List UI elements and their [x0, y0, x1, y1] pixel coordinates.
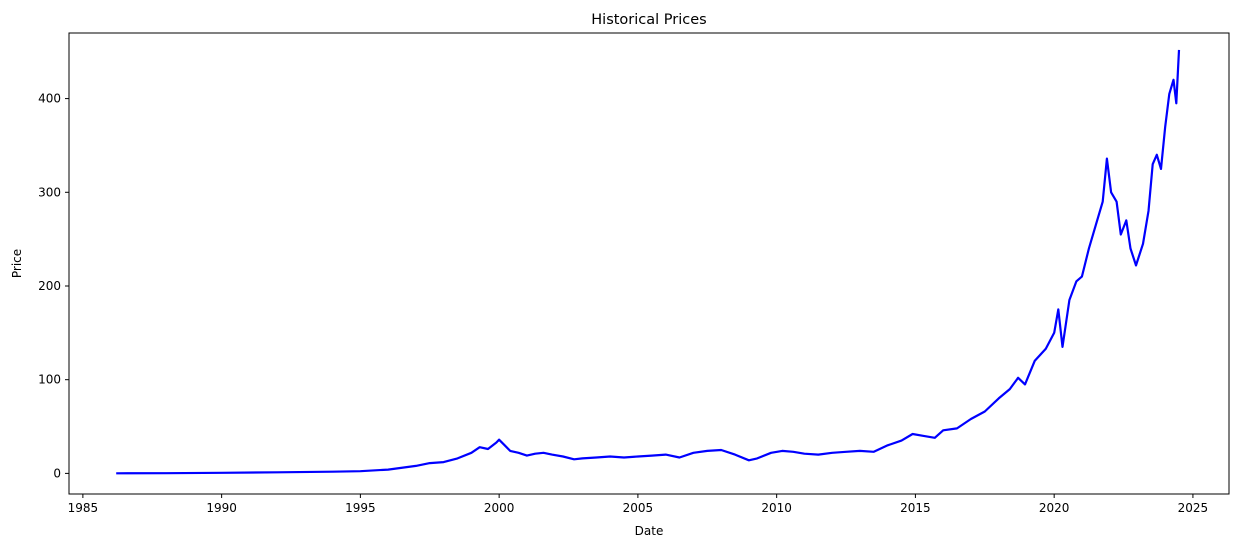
x-axis-label: Date	[635, 524, 664, 538]
y-tick-label: 300	[38, 185, 61, 199]
chart-title: Historical Prices	[591, 12, 706, 28]
x-tick-label: 2005	[623, 501, 654, 515]
y-tick-label: 100	[38, 373, 61, 387]
x-axis: 1985 1990 1995 2000 2005 2010 2015 2020 2025	[68, 494, 1209, 515]
price-series-line	[116, 49, 1181, 475]
x-tick-label: 1985	[68, 501, 99, 515]
y-tick-label: 0	[53, 466, 61, 480]
plot-frame	[68, 32, 1230, 495]
x-tick-label: 2025	[1178, 501, 1209, 515]
series-layer	[116, 49, 1181, 475]
y-tick-label: 400	[38, 92, 61, 106]
x-tick-label: 1995	[345, 501, 376, 515]
x-tick-label: 2010	[761, 501, 792, 515]
x-tick-label: 2015	[900, 501, 931, 515]
y-axis-label: Price	[10, 249, 24, 278]
y-tick-label: 200	[38, 279, 61, 293]
x-tick-label: 1990	[206, 501, 237, 515]
y-axis: 0 100 200 300 400	[38, 92, 69, 480]
x-tick-label: 2000	[484, 501, 515, 515]
x-tick-label: 2020	[1039, 501, 1070, 515]
